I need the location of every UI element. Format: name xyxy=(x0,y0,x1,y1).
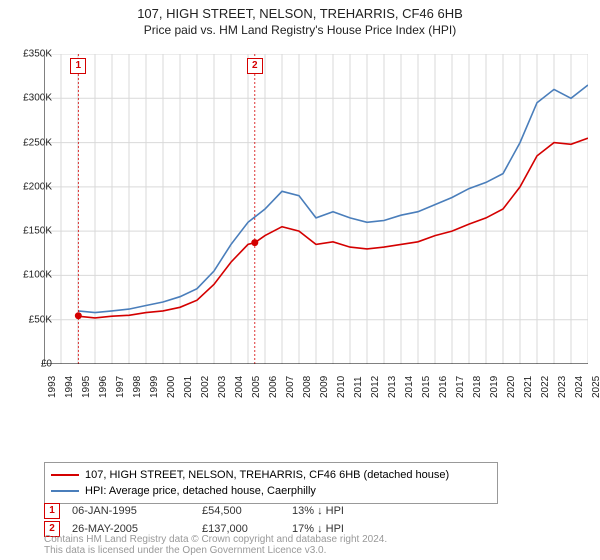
footer-line-2: This data is licensed under the Open Gov… xyxy=(44,545,387,556)
x-tick-label: 2023 xyxy=(557,376,568,398)
y-tick-label: £250K xyxy=(23,137,52,148)
x-tick-label: 2007 xyxy=(285,376,296,398)
legend-label-property: 107, HIGH STREET, NELSON, TREHARRIS, CF4… xyxy=(85,469,449,481)
y-tick-label: £350K xyxy=(23,49,52,60)
y-tick-label: £0 xyxy=(41,359,52,370)
sale-records: 1 06-JAN-1995 £54,500 13% ↓ HPI 2 26-MAY… xyxy=(44,502,392,538)
y-tick-label: £200K xyxy=(23,181,52,192)
y-tick-label: £50K xyxy=(29,314,52,325)
title-block: 107, HIGH STREET, NELSON, TREHARRIS, CF4… xyxy=(0,0,600,37)
sale-row-1: 1 06-JAN-1995 £54,500 13% ↓ HPI xyxy=(44,502,392,520)
x-tick-label: 2000 xyxy=(166,376,177,398)
x-tick-label: 2019 xyxy=(489,376,500,398)
x-tick-label: 2015 xyxy=(421,376,432,398)
price-chart xyxy=(44,54,588,364)
x-tick-label: 2003 xyxy=(217,376,228,398)
x-tick-label: 2009 xyxy=(319,376,330,398)
x-tick-label: 2016 xyxy=(438,376,449,398)
x-tick-label: 2010 xyxy=(336,376,347,398)
x-tick-label: 1998 xyxy=(132,376,143,398)
x-tick-label: 2018 xyxy=(472,376,483,398)
footer-line-1: Contains HM Land Registry data © Crown c… xyxy=(44,534,387,545)
y-tick-label: £150K xyxy=(23,226,52,237)
title-sub: Price paid vs. HM Land Registry's House … xyxy=(0,23,600,37)
x-tick-label: 2024 xyxy=(574,376,585,398)
chart-container: 107, HIGH STREET, NELSON, TREHARRIS, CF4… xyxy=(0,0,600,560)
x-tick-label: 1999 xyxy=(149,376,160,398)
x-tick-label: 2022 xyxy=(540,376,551,398)
x-tick-label: 2005 xyxy=(251,376,262,398)
chart-marker-flag: 2 xyxy=(247,58,263,74)
sale-price-1: £54,500 xyxy=(202,505,292,517)
x-tick-label: 2008 xyxy=(302,376,313,398)
x-tick-label: 1997 xyxy=(115,376,126,398)
y-tick-label: £300K xyxy=(23,93,52,104)
legend-item-hpi: HPI: Average price, detached house, Caer… xyxy=(51,483,491,499)
chart-marker-flag: 1 xyxy=(70,58,86,74)
legend-item-property: 107, HIGH STREET, NELSON, TREHARRIS, CF4… xyxy=(51,467,491,483)
x-tick-label: 2013 xyxy=(387,376,398,398)
sale-marker-1: 1 xyxy=(44,503,60,519)
x-tick-label: 2020 xyxy=(506,376,517,398)
x-tick-label: 2017 xyxy=(455,376,466,398)
sale-hpi-1: 13% ↓ HPI xyxy=(292,505,392,517)
y-tick-label: £100K xyxy=(23,270,52,281)
x-tick-label: 2021 xyxy=(523,376,534,398)
legend-swatch-hpi xyxy=(51,490,79,492)
legend-label-hpi: HPI: Average price, detached house, Caer… xyxy=(85,485,316,497)
x-tick-label: 2006 xyxy=(268,376,279,398)
footer: Contains HM Land Registry data © Crown c… xyxy=(44,534,387,556)
sale-date-1: 06-JAN-1995 xyxy=(72,505,202,517)
legend-swatch-property xyxy=(51,474,79,476)
x-tick-label: 2004 xyxy=(234,376,245,398)
x-tick-label: 1996 xyxy=(98,376,109,398)
x-tick-label: 2001 xyxy=(183,376,194,398)
legend: 107, HIGH STREET, NELSON, TREHARRIS, CF4… xyxy=(44,462,498,504)
x-tick-label: 2012 xyxy=(370,376,381,398)
x-tick-label: 1994 xyxy=(64,376,75,398)
x-tick-label: 2011 xyxy=(353,376,364,398)
x-tick-label: 1995 xyxy=(81,376,92,398)
x-tick-label: 2025 xyxy=(591,376,600,398)
x-tick-label: 1993 xyxy=(47,376,58,398)
title-main: 107, HIGH STREET, NELSON, TREHARRIS, CF4… xyxy=(0,6,600,21)
x-tick-label: 2002 xyxy=(200,376,211,398)
x-tick-label: 2014 xyxy=(404,376,415,398)
